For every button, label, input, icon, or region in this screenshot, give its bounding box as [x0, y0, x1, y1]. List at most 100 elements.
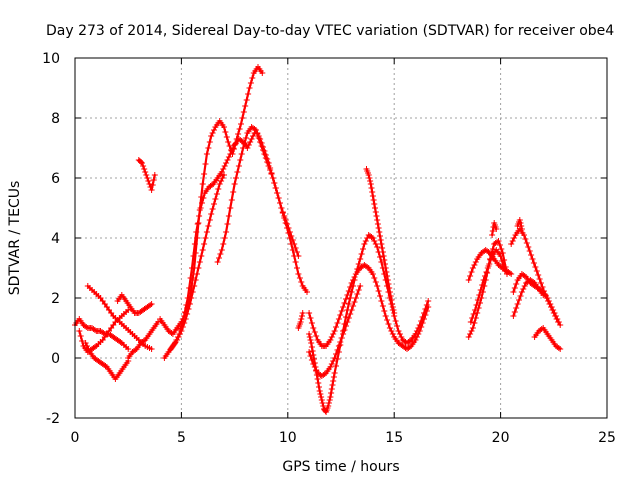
data-point: [201, 241, 208, 247]
data-point: [189, 265, 195, 271]
data-point: [510, 313, 517, 319]
data-point: [375, 225, 382, 231]
data-series-12: [295, 310, 306, 331]
data-point: [330, 331, 337, 337]
data-point: [279, 210, 286, 216]
data-point: [331, 355, 338, 361]
data-point: [194, 221, 201, 227]
data-point: [220, 241, 227, 247]
data-point: [151, 172, 158, 178]
data-point: [382, 261, 388, 267]
data-point: [548, 304, 555, 310]
data-point: [316, 384, 322, 390]
data-point: [391, 310, 398, 316]
data-point: [247, 80, 254, 86]
data-point: [319, 400, 326, 406]
data-point: [234, 169, 241, 175]
data-point: [378, 241, 385, 247]
data-point: [384, 277, 391, 283]
data-point: [327, 337, 334, 343]
data-point: [223, 229, 230, 235]
data-point: [308, 357, 315, 363]
data-point: [314, 376, 321, 382]
data-point: [470, 311, 477, 317]
data-point: [205, 223, 212, 229]
data-point: [340, 331, 347, 337]
data-point: [206, 139, 213, 145]
data-point: [499, 250, 506, 256]
data-point: [100, 330, 107, 336]
data-point: [378, 298, 385, 304]
data-point: [535, 272, 542, 278]
data-point: [518, 223, 525, 229]
data-point: [413, 334, 420, 340]
x-tick-label: 5: [177, 430, 186, 446]
y-tick-label: 10: [42, 51, 60, 67]
chart-title: Day 273 of 2014, Sidereal Day-to-day VTE…: [46, 23, 614, 39]
data-point: [288, 241, 295, 247]
data-point: [299, 313, 305, 319]
grid: [75, 58, 607, 418]
data-point: [348, 307, 355, 313]
data-point: [544, 295, 551, 301]
data-point: [306, 334, 313, 340]
data-point: [248, 136, 255, 142]
x-tick-label: 20: [492, 430, 510, 446]
data-point: [416, 328, 423, 334]
data-point: [489, 246, 496, 252]
data-point: [479, 289, 486, 295]
data-point: [368, 185, 375, 191]
data-point: [227, 205, 234, 211]
data-point: [366, 175, 373, 181]
data-point: [236, 126, 243, 132]
data-point: [383, 269, 390, 275]
data-point: [334, 347, 341, 353]
data-point: [345, 288, 352, 294]
data-point: [235, 163, 242, 169]
data-point: [308, 340, 315, 346]
data-point: [485, 263, 492, 269]
data-series-3: [82, 340, 132, 382]
data-point: [374, 217, 381, 223]
data-point: [221, 172, 227, 178]
data-point: [373, 213, 380, 219]
data-point: [257, 136, 264, 142]
data-point: [392, 318, 399, 324]
series-trace: [216, 125, 309, 294]
data-point: [214, 259, 221, 265]
data-point: [333, 363, 339, 369]
data-point: [334, 356, 341, 362]
data-point: [472, 259, 479, 265]
data-point: [79, 338, 86, 344]
data-point: [222, 129, 229, 135]
data-point: [192, 277, 199, 283]
data-point: [477, 300, 483, 306]
data-point: [221, 235, 228, 241]
data-point: [530, 260, 537, 266]
data-point: [140, 338, 147, 344]
data-point: [333, 324, 339, 330]
data-point: [509, 238, 516, 244]
data-point: [311, 329, 318, 335]
data-point: [367, 178, 374, 184]
data-point: [203, 151, 210, 157]
data-point: [343, 323, 349, 329]
data-point: [530, 279, 537, 285]
data-point: [233, 175, 239, 181]
data-series-1: [72, 316, 132, 352]
data-point: [306, 349, 313, 355]
data-point: [267, 165, 274, 171]
data-point: [344, 319, 351, 325]
data-series-9: [167, 127, 302, 352]
data-point: [351, 274, 358, 280]
data-point: [218, 178, 225, 184]
data-point: [286, 235, 293, 241]
data-point: [333, 351, 339, 357]
data-point: [504, 271, 510, 277]
data-point: [468, 328, 475, 334]
data-point: [145, 178, 152, 184]
data-point: [205, 145, 212, 151]
data-point: [388, 297, 395, 303]
data-point: [200, 195, 207, 201]
data-point: [310, 325, 317, 331]
